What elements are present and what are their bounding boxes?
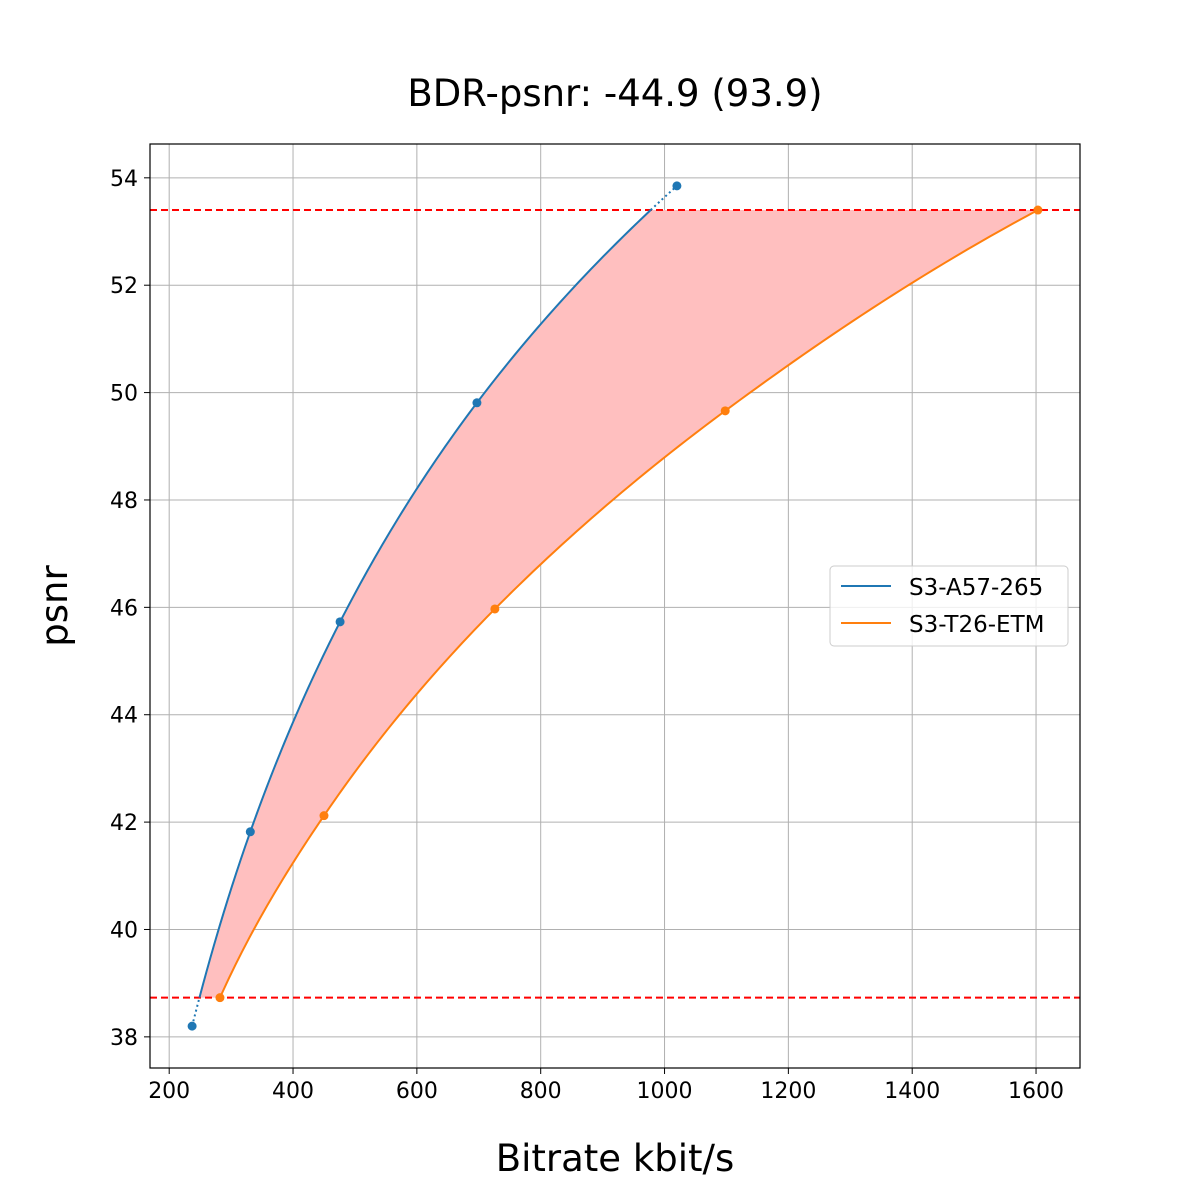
- x-axis-label: Bitrate kbit/s: [496, 1137, 735, 1180]
- y-axis-label: psnr: [33, 565, 76, 647]
- data-point-0-3: [472, 398, 482, 408]
- fill-between-area: [199, 210, 1038, 998]
- y-tick-label: 38: [110, 1026, 138, 1051]
- data-point-1-2: [490, 604, 500, 614]
- data-point-0-2: [335, 617, 345, 627]
- y-tick-label: 44: [110, 704, 138, 729]
- fill-area: [199, 210, 1038, 998]
- y-tick-label: 54: [110, 167, 138, 192]
- data-point-1-4: [1033, 205, 1043, 215]
- data-point-0-1: [245, 827, 255, 837]
- y-tick-label: 40: [110, 918, 138, 943]
- y-tick-label: 46: [110, 596, 138, 621]
- x-tick-label: 400: [272, 1079, 314, 1104]
- series-lines: [191, 185, 1039, 1027]
- data-point-1-0: [215, 993, 225, 1003]
- series-line-1: [219, 209, 1039, 999]
- x-tick-label: 1000: [637, 1079, 693, 1104]
- data-point-1-1: [319, 811, 329, 821]
- y-tick-label: 50: [110, 382, 138, 407]
- y-tick-label: 42: [110, 811, 138, 836]
- y-tick-label: 48: [110, 489, 138, 514]
- data-point-1-3: [720, 406, 730, 416]
- x-tick-label: 1400: [884, 1079, 940, 1104]
- legend-label-1: S3-T26-ETM: [909, 612, 1044, 638]
- legend-label-0: S3-A57-265: [909, 575, 1043, 601]
- ticks: 200 400 600 800 1000 1200 1400 1600 38 40 42 44 46 48…: [110, 167, 1064, 1104]
- plot-frame: [149, 143, 1081, 1069]
- x-tick-label: 200: [148, 1079, 190, 1104]
- data-point-0-4: [672, 181, 682, 191]
- chart-title: BDR-psnr: -44.9 (93.9): [407, 72, 822, 115]
- y-tick-label: 52: [110, 274, 138, 299]
- reference-lines: [150, 209, 1080, 999]
- series-extension-0: [649, 185, 678, 211]
- x-tick-label: 800: [520, 1079, 562, 1104]
- x-tick-label: 600: [396, 1079, 438, 1104]
- data-point-0-0: [187, 1021, 197, 1031]
- data-points: [187, 181, 1043, 1031]
- series-line-0: [198, 209, 652, 998]
- x-tick-label: 1200: [760, 1079, 816, 1104]
- legend: S3-A57-265 S3-T26-ETM: [829, 565, 1069, 647]
- x-tick-label: 1600: [1008, 1079, 1064, 1104]
